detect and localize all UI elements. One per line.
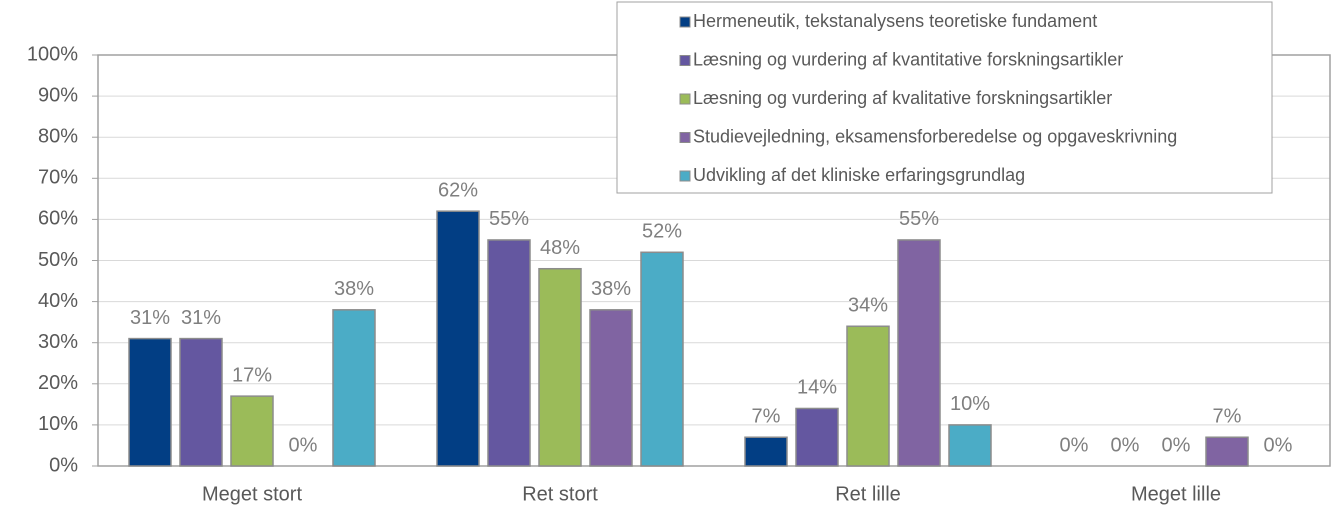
y-tick-label: 100%: [27, 43, 78, 65]
bar: [487, 239, 531, 467]
y-tick-label: 0%: [49, 454, 78, 476]
bar: [332, 309, 376, 467]
data-label: 17%: [232, 364, 272, 386]
legend-label: Læsning og vurdering af kvantitative for…: [693, 49, 1123, 69]
bar: [795, 407, 839, 467]
bar: [948, 424, 992, 467]
data-label: 0%: [1162, 434, 1191, 456]
y-tick-label: 10%: [38, 413, 78, 435]
data-label: 34%: [848, 295, 888, 317]
x-tick-label: Ret lille: [835, 483, 901, 505]
legend-swatch: [679, 55, 691, 66]
legend-label: Læsning og vurdering af kvalitative fors…: [693, 88, 1112, 108]
data-label: 0%: [1264, 434, 1293, 456]
data-label: 0%: [1111, 434, 1140, 456]
x-tick-label: Meget stort: [202, 483, 302, 505]
y-tick-label: 20%: [38, 372, 78, 394]
data-label: 38%: [591, 278, 631, 300]
legend-box: [616, 1, 1273, 194]
data-label: 10%: [950, 393, 990, 415]
data-label: 38%: [334, 278, 374, 300]
bar: [230, 395, 274, 467]
legend-swatch: [679, 170, 691, 182]
y-tick-label: 40%: [38, 290, 78, 312]
data-label: 55%: [899, 208, 939, 230]
bar: [436, 210, 480, 467]
legend-label: Studievejledning, eksamensforberedelse o…: [693, 126, 1177, 146]
legend-label: Udvikling af det kliniske erfaringsgrund…: [693, 165, 1025, 185]
bar: [538, 267, 582, 467]
legend-swatch: [679, 16, 691, 28]
data-label: 7%: [752, 406, 781, 428]
data-label: 7%: [1213, 406, 1242, 428]
bar: [744, 436, 788, 467]
data-label: 52%: [642, 221, 682, 243]
bar: [846, 325, 890, 467]
data-label: 62%: [438, 179, 478, 201]
legend-label: Hermeneutik, tekstanalysens teoretiske f…: [693, 11, 1097, 31]
data-label: 14%: [797, 377, 837, 399]
bar: [897, 239, 941, 467]
bar: [640, 251, 684, 467]
data-label: 48%: [540, 237, 580, 259]
data-label: 31%: [130, 307, 170, 329]
y-tick-label: 90%: [38, 84, 78, 106]
data-label: 31%: [181, 307, 221, 329]
data-label: 0%: [1060, 434, 1089, 456]
y-tick-label: 30%: [38, 331, 78, 353]
bar: [128, 337, 172, 467]
legend-swatch: [679, 132, 691, 143]
bar: [1205, 436, 1249, 467]
x-tick-label: Meget lille: [1131, 483, 1221, 505]
bar: [179, 337, 223, 467]
y-tick-label: 60%: [38, 208, 78, 230]
bar: [589, 309, 633, 467]
y-tick-label: 80%: [38, 125, 78, 147]
legend-swatch: [679, 93, 691, 105]
data-label: 0%: [289, 434, 318, 456]
data-label: 55%: [489, 208, 529, 230]
y-tick-label: 70%: [38, 167, 78, 189]
y-tick-label: 50%: [38, 249, 78, 271]
x-tick-label: Ret stort: [522, 483, 598, 505]
